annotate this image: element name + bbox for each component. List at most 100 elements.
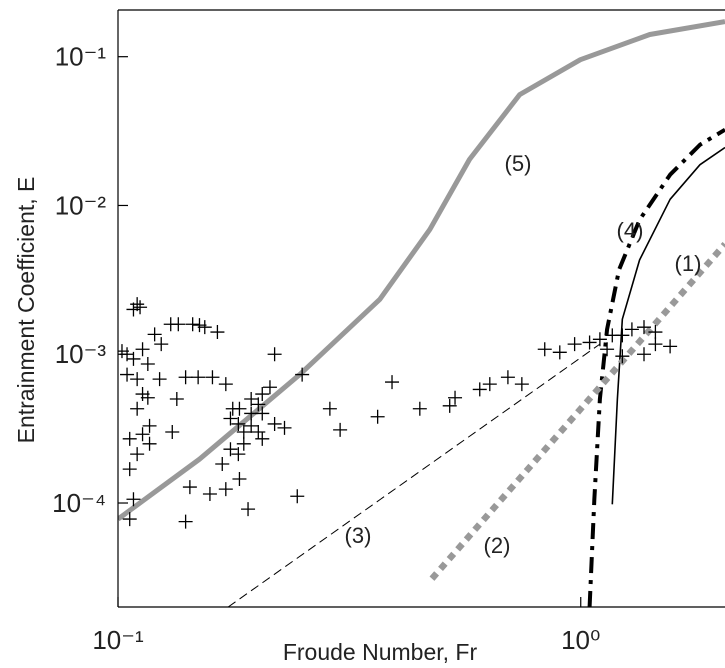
- scatter-point: [122, 512, 137, 527]
- scatter-point: [140, 356, 155, 371]
- scatter-point: [370, 409, 385, 424]
- scatter-point: [122, 431, 137, 446]
- curve-label: (2): [484, 533, 511, 558]
- scatter-point: [500, 370, 515, 385]
- scatter-point: [582, 335, 597, 350]
- scatter-point: [615, 349, 630, 364]
- scatter-point: [552, 345, 567, 360]
- scatter-point: [255, 431, 270, 446]
- scatter-point: [592, 332, 607, 347]
- scatter-point: [133, 300, 148, 315]
- scatter-point: [251, 425, 266, 440]
- scatter-point: [244, 418, 259, 433]
- scatter-point: [126, 492, 141, 507]
- scatter-point: [236, 425, 251, 440]
- scatter-point: [142, 418, 157, 433]
- scatter-point: [322, 401, 337, 416]
- scatter-point: [120, 367, 135, 382]
- scatter-point: [223, 442, 238, 457]
- scatter-point: [448, 390, 463, 405]
- scatter-point: [637, 320, 652, 335]
- scatter-point: [236, 436, 251, 451]
- scatter-point: [218, 482, 233, 497]
- x-axis-label: Froude Number, Fr: [283, 639, 478, 665]
- scatter-point: [178, 370, 193, 385]
- curve-label: (4): [617, 218, 644, 243]
- scatter-point: [624, 322, 639, 337]
- scatter-point: [130, 447, 145, 462]
- scatter-point: [165, 425, 180, 440]
- scatter-point: [244, 392, 259, 407]
- curve-label: (3): [345, 523, 372, 548]
- series-line: [429, 241, 725, 581]
- scatter-point: [126, 351, 141, 366]
- scatter-point: [267, 416, 282, 431]
- curve-label: (5): [505, 151, 532, 176]
- scatter-point: [385, 375, 400, 390]
- scatter-point: [171, 317, 186, 332]
- scatter-point: [277, 420, 292, 435]
- scatter-point: [442, 398, 457, 413]
- scatter-point: [147, 327, 162, 342]
- scatter-point: [218, 377, 233, 392]
- scatter-point: [122, 462, 137, 477]
- y-tick-label: 10⁻¹: [55, 42, 107, 72]
- scatter-point: [197, 320, 212, 335]
- scatter-point: [135, 427, 150, 442]
- scatter-point: [472, 382, 487, 397]
- scatter-point: [130, 372, 145, 387]
- scatter-point: [223, 411, 238, 426]
- plot-area: [118, 19, 725, 607]
- scatter-point: [210, 325, 225, 340]
- scatter-point: [648, 337, 663, 352]
- series-line: [587, 127, 725, 607]
- x-tick-label: 10⁰: [561, 625, 600, 655]
- scatter-point: [482, 377, 497, 392]
- scatter-point: [130, 401, 145, 416]
- scatter-point: [205, 370, 220, 385]
- scatter-point: [182, 480, 197, 495]
- scatter-point: [267, 347, 282, 362]
- scatter-point: [169, 392, 184, 407]
- scatter-point: [135, 342, 150, 357]
- scatter-point: [202, 486, 217, 501]
- y-axis-label: Entrainment Coefficient, E: [13, 177, 39, 444]
- scatter-point: [333, 422, 348, 437]
- scatter-point: [152, 372, 167, 387]
- scatter-point: [185, 317, 200, 332]
- scatter-point: [637, 347, 652, 362]
- scatter-point: [142, 436, 157, 451]
- scatter-point: [251, 397, 266, 412]
- scatter-point: [231, 416, 246, 431]
- scatter-point: [140, 390, 155, 405]
- y-tick-label: 10⁻³: [55, 339, 107, 369]
- scatter-point: [262, 380, 277, 395]
- scatter-point: [255, 387, 270, 402]
- series-line: [118, 19, 725, 522]
- scatter-point: [615, 328, 630, 343]
- scatter-point: [255, 406, 270, 421]
- scatter-point: [241, 502, 256, 517]
- scatter-point: [663, 339, 678, 354]
- series-line: [611, 146, 725, 505]
- y-tick-label: 10⁻²: [55, 190, 107, 220]
- scatter-point: [191, 370, 206, 385]
- scatter-point: [412, 401, 427, 416]
- scatter-point: [295, 367, 310, 382]
- scatter-point: [231, 447, 246, 462]
- scatter-point: [225, 401, 240, 416]
- scatter-point: [290, 489, 305, 504]
- scatter-point: [178, 514, 193, 529]
- scatter-point: [648, 325, 663, 340]
- scatter-point: [567, 337, 582, 352]
- scatter-point: [154, 337, 169, 352]
- series-line: [227, 343, 601, 607]
- x-tick-label: 10⁻¹: [92, 625, 144, 655]
- scatter-point: [215, 456, 230, 471]
- scatter-point: [600, 342, 615, 357]
- curve-label: (1): [675, 251, 702, 276]
- y-tick-label: 10⁻⁴: [52, 488, 106, 518]
- scatter-point: [537, 342, 552, 357]
- scatter-point: [130, 297, 145, 312]
